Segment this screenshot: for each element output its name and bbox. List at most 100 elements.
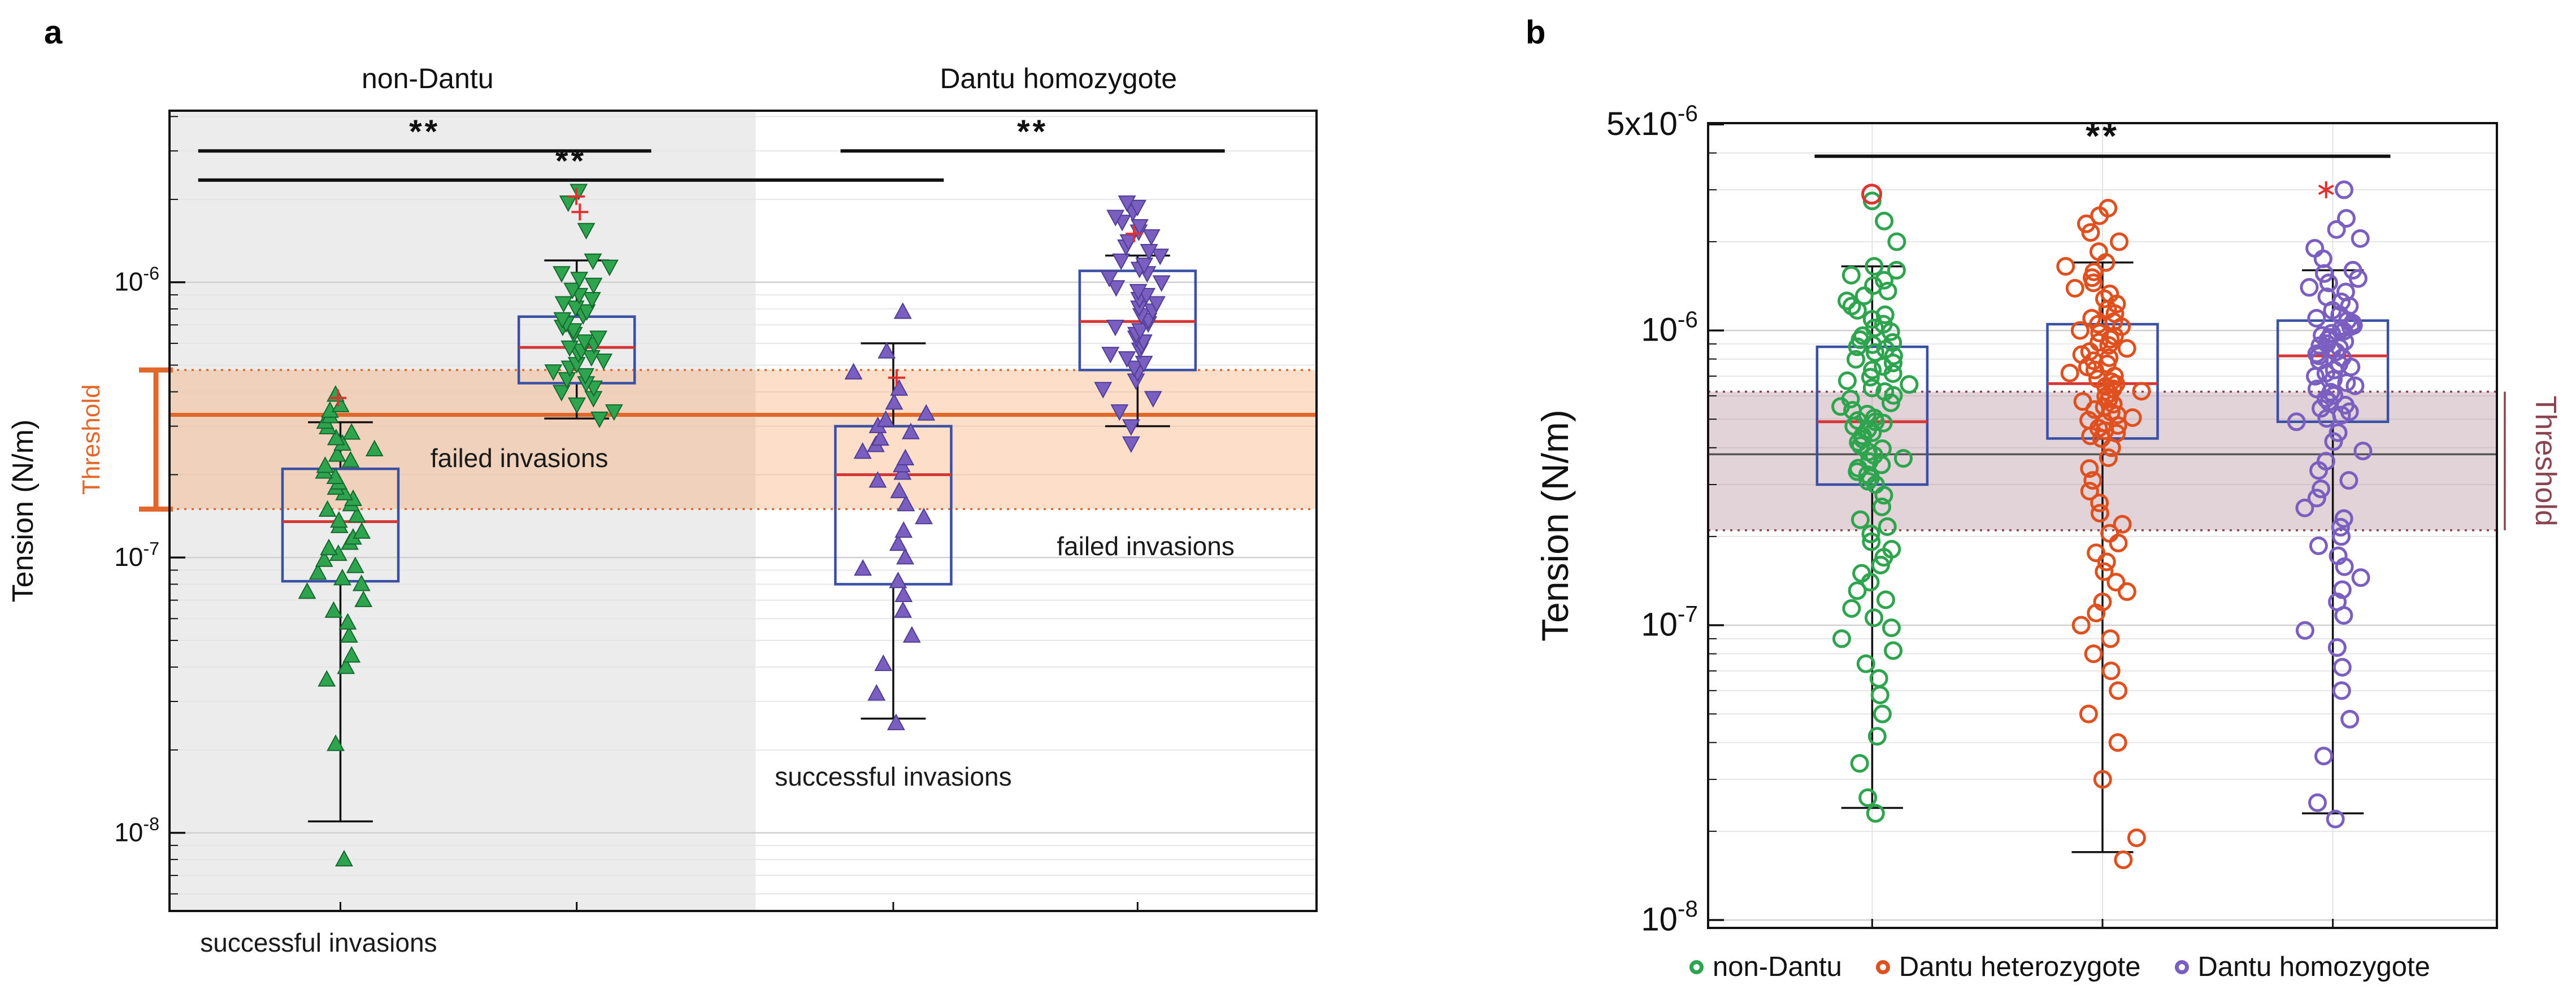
data-point	[1101, 347, 1120, 364]
data-point	[1861, 524, 1880, 543]
data-point	[2109, 681, 2128, 700]
data-point	[1856, 654, 1875, 673]
data-point	[2300, 278, 2319, 297]
legend-label: Dantu homozygote	[2197, 952, 2430, 982]
data-point	[365, 439, 384, 457]
data-point	[554, 296, 573, 313]
data-point	[1878, 517, 1897, 536]
data-point	[1122, 419, 1140, 436]
data-point	[2340, 709, 2360, 729]
data-point	[576, 368, 594, 385]
data-point	[2317, 287, 2336, 307]
data-point	[2339, 471, 2358, 490]
data-point	[1837, 291, 1857, 311]
data-point	[915, 507, 933, 525]
data-point	[2335, 180, 2354, 199]
data-point	[342, 646, 361, 663]
data-point	[2314, 747, 2334, 766]
data-point	[309, 563, 327, 580]
data-point	[2093, 770, 2112, 789]
data-point	[2295, 621, 2314, 640]
data-point	[594, 353, 613, 370]
legend-item-dantu-homozygote: Dantu homozygote	[2174, 951, 2430, 983]
data-point	[893, 302, 912, 319]
data-point	[2090, 324, 2109, 343]
data-point	[2079, 704, 2098, 723]
significance-stars: **	[409, 114, 440, 150]
data-point	[2329, 546, 2348, 565]
y-tick-label: 10-6	[1641, 306, 1698, 348]
data-point	[1875, 211, 1894, 230]
data-point	[867, 684, 886, 701]
data-point	[894, 521, 913, 538]
data-point	[2327, 220, 2346, 239]
data-point	[338, 613, 357, 630]
data-point	[335, 849, 353, 867]
data-point	[2309, 536, 2328, 555]
group-title: non-Dantu	[362, 63, 494, 94]
data-point	[1893, 449, 1913, 468]
data-point	[854, 559, 872, 576]
data-point	[1882, 618, 1901, 638]
data-point	[1874, 315, 1893, 334]
threshold-label: Threshold	[77, 384, 105, 495]
data-point	[2101, 629, 2120, 648]
data-point	[889, 534, 907, 551]
data-point	[2082, 308, 2101, 328]
data-point	[582, 350, 601, 367]
data-point	[2084, 644, 2103, 664]
data-point	[2326, 809, 2345, 829]
data-point	[897, 494, 915, 512]
data-point	[1865, 319, 1884, 338]
data-point	[584, 277, 603, 295]
data-point	[566, 300, 585, 317]
data-point	[2117, 582, 2136, 601]
data-point	[1100, 271, 1119, 287]
data-point	[333, 568, 351, 586]
data-point	[2065, 278, 2084, 298]
y-tick-label: 10-7	[114, 539, 159, 572]
data-point	[2336, 282, 2355, 302]
data-point	[1873, 704, 1892, 723]
data-point	[1863, 360, 1882, 380]
data-point	[1852, 564, 1871, 583]
data-point	[1862, 532, 1881, 551]
data-point	[1875, 382, 1895, 401]
data-point	[1832, 629, 1851, 648]
data-point	[874, 654, 893, 672]
data-point	[889, 572, 907, 588]
data-point	[1118, 351, 1136, 368]
data-point	[2127, 828, 2146, 847]
panel-b-label: b	[1526, 14, 1546, 51]
box	[517, 315, 636, 385]
shaded-region	[170, 111, 756, 911]
circle-marker-icon	[1875, 960, 1890, 974]
panel-a-label: a	[44, 14, 63, 51]
data-point	[890, 379, 909, 396]
data-point	[583, 292, 601, 309]
data-point	[2073, 392, 2092, 411]
data-point	[871, 429, 889, 446]
data-point	[1883, 354, 1902, 373]
data-point	[2095, 289, 2114, 308]
data-point	[329, 511, 348, 528]
data-point	[2101, 661, 2121, 681]
annotation: successful invasions	[775, 762, 1011, 791]
data-point	[1106, 320, 1124, 337]
data-point	[1841, 265, 1861, 285]
data-point	[896, 448, 915, 466]
data-point	[1864, 276, 1883, 295]
data-point	[324, 601, 343, 618]
data-point	[2080, 482, 2099, 501]
data-point	[1869, 669, 1888, 688]
data-point	[1107, 280, 1126, 297]
data-point	[316, 456, 335, 473]
data-point	[2353, 442, 2373, 461]
y-tick-label: 10-8	[114, 814, 159, 847]
data-point	[853, 442, 872, 459]
data-point	[1862, 378, 1882, 398]
plot-frame	[168, 110, 1318, 912]
data-point	[1865, 343, 1884, 362]
data-point	[2295, 498, 2314, 517]
